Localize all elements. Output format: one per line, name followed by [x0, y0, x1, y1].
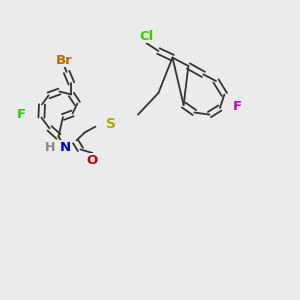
Text: S: S	[106, 117, 116, 130]
Text: N: N	[60, 141, 71, 154]
Text: Br: Br	[56, 54, 73, 67]
Text: O: O	[87, 154, 98, 167]
Text: H: H	[45, 141, 56, 154]
Text: Cl: Cl	[140, 29, 154, 43]
Text: F: F	[232, 100, 242, 113]
Text: F: F	[17, 107, 26, 121]
